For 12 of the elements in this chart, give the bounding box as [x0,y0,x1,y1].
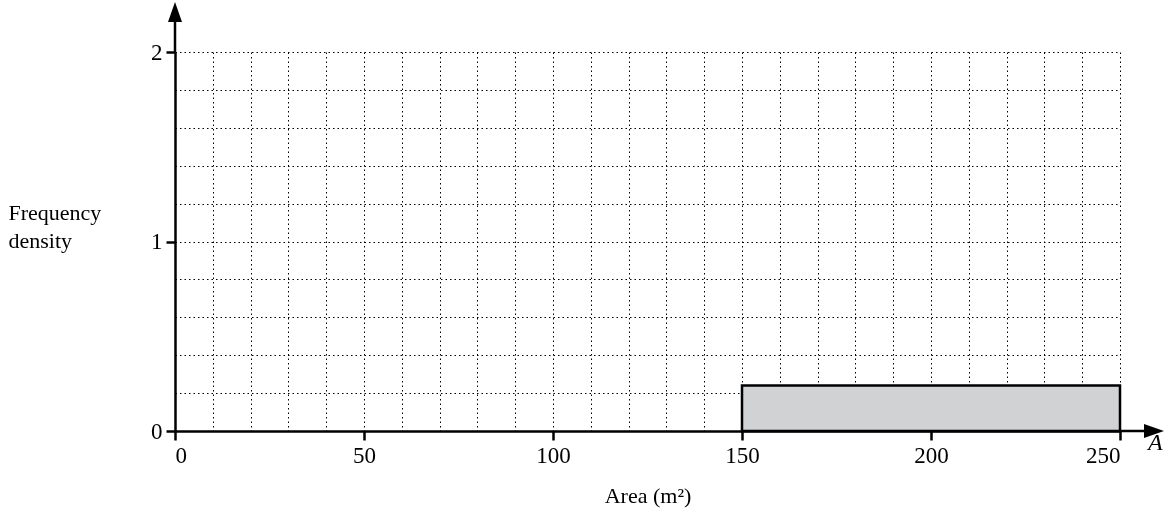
x-tick-label: 100 [536,442,571,468]
y-axis-title: Frequency density [8,199,102,253]
y-tick-label: 0 [151,418,163,444]
x-tick-label: 50 [353,442,376,468]
x-axis-title: Area (m²) [604,482,692,508]
text: A [1146,429,1163,455]
x-tick-label: 0 [175,442,187,468]
y-tick-label: 1 [151,229,163,254]
x-tick-label: 200 [914,442,949,468]
y-tick-label: 2 [151,39,163,65]
x-tick-label: 250 [1086,442,1121,468]
x-tick-label: 150 [725,442,760,468]
